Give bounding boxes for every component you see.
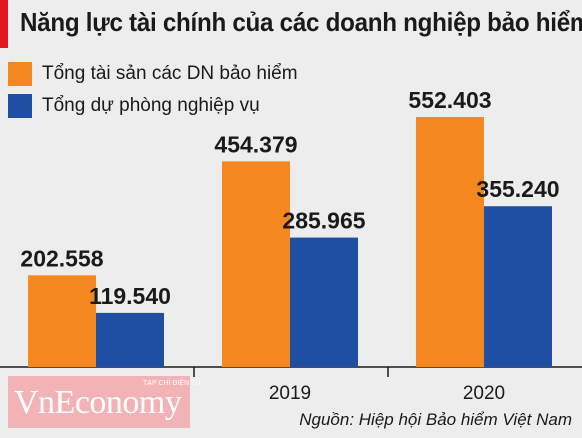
x-tick-label-2019: 2019 [269, 383, 311, 404]
legend-label-total-assets: Tổng tài sản các DN bảo hiểm [42, 63, 298, 84]
data-label: 119.540 [89, 283, 171, 309]
bar-reserves-2020 [484, 206, 552, 367]
vneconomy-watermark: TẠP CHÍ ĐIỆN TỬ VnEconomy [8, 376, 201, 428]
bar-total-assets-2020 [416, 117, 484, 367]
bar-total-assets-2015 [28, 275, 96, 367]
data-label: 285.965 [282, 208, 365, 234]
title-bar: Năng lực tài chính của các doanh nghiệp … [0, 0, 582, 50]
data-label: 552.403 [408, 87, 491, 113]
watermark-logo-text: VnEconomy [14, 384, 182, 421]
data-label: 454.379 [214, 131, 297, 157]
source-note: Nguồn: Hiệp hội Bảo hiểm Việt Nam [299, 410, 572, 429]
x-tick-label-2020: 2020 [463, 383, 505, 404]
data-label: 202.558 [20, 245, 103, 271]
bar-total-assets-2019 [222, 161, 290, 367]
legend-swatch-orange [8, 62, 32, 86]
bar-reserves-2015 [96, 312, 164, 367]
chart-title: Năng lực tài chính của các doanh nghiệp … [20, 7, 582, 37]
legend-swatch-blue [8, 94, 32, 118]
bar-reserves-2019 [290, 237, 358, 367]
legend-label-reserves: Tổng dự phòng nghiệp vụ [42, 95, 260, 116]
title-accent-bar [0, 0, 8, 48]
data-label: 355.240 [476, 176, 559, 202]
watermark-tag: TẠP CHÍ ĐIỆN TỬ [143, 380, 202, 387]
